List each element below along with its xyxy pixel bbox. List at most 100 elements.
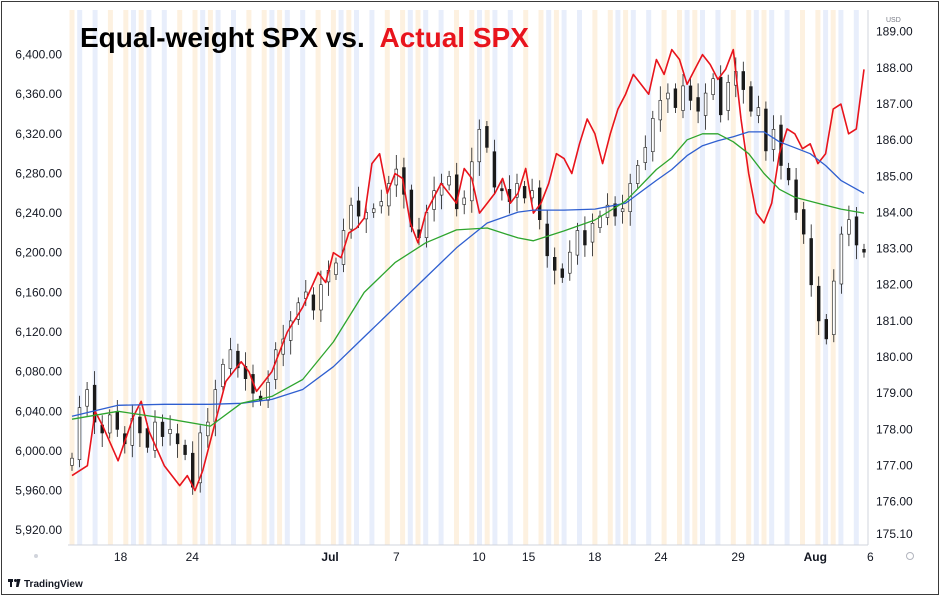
candle-body [696,97,700,112]
settings-corner-icon[interactable] [906,552,914,560]
session-band [215,10,221,545]
session-band [454,10,459,545]
session-band [692,10,698,545]
session-band [769,10,775,545]
right-tick-label: 183.00 [876,242,913,256]
candle-body [809,238,813,286]
session-band [77,10,83,545]
candle-body [862,249,866,253]
right-tick-label: 181.00 [876,314,913,328]
left-tick-label: 6,320.00 [15,127,62,141]
right-tick-label: 186.00 [876,133,913,147]
session-band [761,10,767,545]
candle-body [160,421,165,437]
candle-body [847,219,851,235]
session-band [746,10,752,545]
candle-body [756,107,761,116]
candle-body [115,411,120,430]
candle-body [718,76,723,116]
candle-body [711,78,715,95]
actual-spx-line [71,48,865,492]
session-band [623,10,629,545]
session-band [523,10,529,545]
candle-body [786,168,791,181]
left-tick-label: 6,400.00 [15,48,62,62]
background-bands [69,10,859,545]
session-band [200,10,206,545]
scale-corner-icon[interactable] [34,554,38,558]
candle-body [236,350,240,369]
x-tick-label: Jul [321,550,338,564]
candle-body [349,204,353,230]
candle-body [492,151,497,188]
candle-body [764,108,768,152]
candle-body [206,421,210,437]
session-band [661,10,667,545]
left-tick-label: 6,280.00 [15,167,62,181]
candle-body [832,280,836,335]
title-equal-weight: Equal-weight SPX vs. [80,22,365,53]
candle-body [379,201,383,207]
candle-body [356,200,361,217]
left-tick-label: 6,240.00 [15,206,62,220]
candlestick-series [70,57,866,495]
candle-body [77,407,82,461]
right-tick-label: 184.00 [876,205,913,219]
right-tick-label: 189.00 [876,25,913,39]
candle-body [688,85,693,101]
right-tick-label: 175.10 [876,527,913,541]
candle-body [462,197,466,205]
x-tick-label: 18 [114,550,128,564]
candle-body [613,203,617,217]
candle-body [854,216,859,246]
session-band [753,10,759,545]
session-band [684,10,690,545]
session-band [315,10,321,545]
candle-body [500,188,504,192]
candle-body [545,223,549,257]
left-tick-label: 6,080.00 [15,365,62,379]
x-tick-label: 6 [867,550,874,564]
session-band [784,10,790,545]
session-band [484,10,490,545]
candle-body [575,230,580,256]
candle-body [311,294,316,311]
session-band [469,10,475,545]
currency-label: USD [886,17,901,24]
right-tick-label: 185.00 [876,169,913,183]
candle-body [70,457,74,466]
session-band [338,10,344,545]
x-tick-label: Aug [804,550,827,564]
title-actual-spx: Actual SPX [379,22,529,53]
session-band [138,10,144,545]
candle-body [794,179,798,213]
candle-body [221,363,225,387]
x-axis: 18 24 Jul 7 10 15 18 24 29 Aug 6 [114,550,874,564]
session-band [177,10,183,545]
session-band [161,10,167,545]
candle-body [175,433,180,445]
session-band [592,10,598,545]
right-tick-label: 177.00 [876,459,913,473]
session-band [438,10,444,545]
session-band [492,10,498,545]
session-band [415,10,421,545]
right-tick-label: 182.00 [876,278,913,292]
candle-body [552,256,557,271]
x-tick-label: 29 [731,550,745,564]
candle-body [643,147,648,163]
x-tick-label: 24 [654,550,668,564]
candle-body [681,85,685,111]
x-tick-label: 7 [393,550,400,564]
session-band [369,10,375,545]
session-band [107,10,113,545]
candle-body [394,168,398,186]
candle-body [620,208,625,213]
session-band [561,10,567,545]
candle-body [145,428,150,448]
candle-body [447,176,451,186]
candle-body [816,285,821,322]
session-band [330,10,336,545]
candle-body [658,100,663,121]
